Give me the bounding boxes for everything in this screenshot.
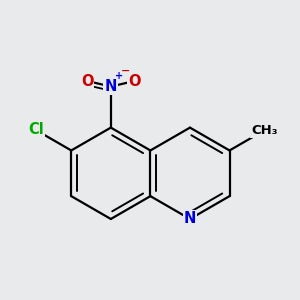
Text: N: N bbox=[184, 212, 196, 226]
Text: −: − bbox=[121, 66, 130, 76]
Text: O: O bbox=[81, 74, 93, 88]
Text: Cl: Cl bbox=[28, 122, 44, 137]
Text: O: O bbox=[128, 74, 141, 88]
Text: N: N bbox=[105, 79, 117, 94]
Text: CH₃: CH₃ bbox=[251, 124, 278, 137]
Text: +: + bbox=[115, 71, 123, 81]
